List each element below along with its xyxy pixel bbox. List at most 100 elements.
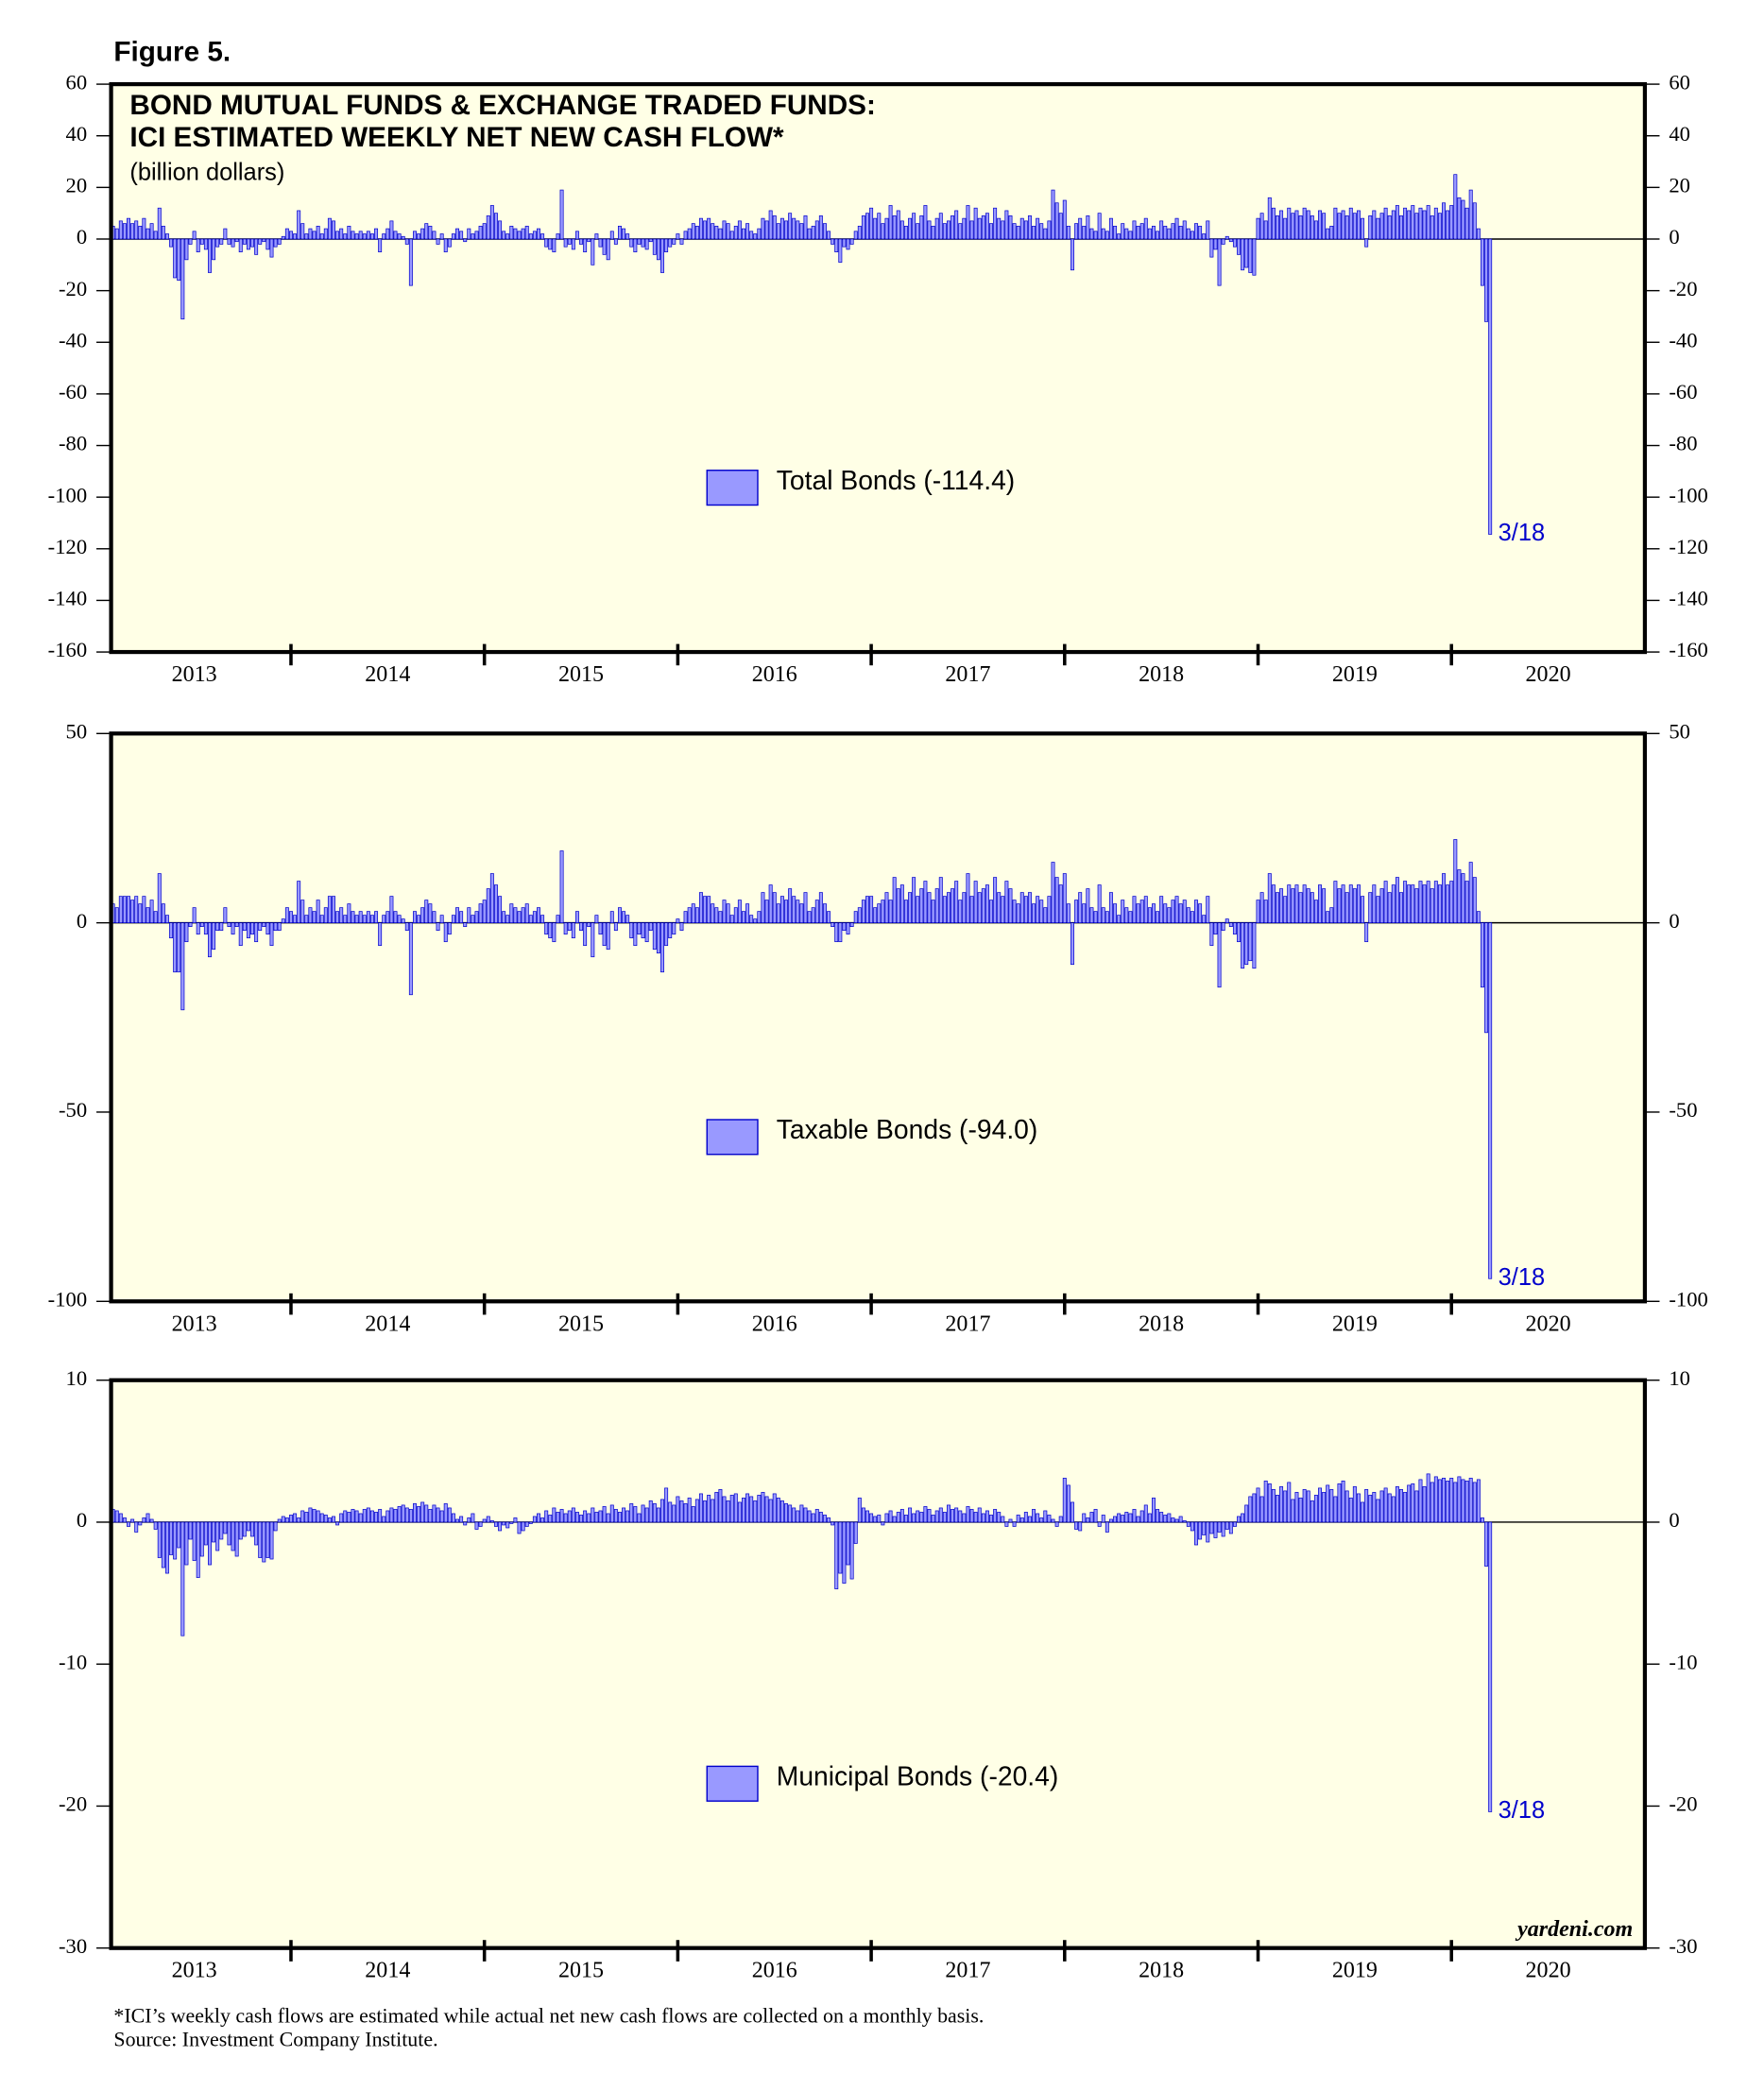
bar: [1344, 892, 1349, 923]
bar: [489, 205, 494, 240]
bar: [951, 888, 955, 923]
bar: [471, 915, 475, 923]
bar: [509, 225, 514, 240]
bar: [1078, 1521, 1083, 1532]
y-tick-label: -30: [59, 1934, 87, 1958]
bar: [1132, 220, 1137, 240]
bar: [227, 1521, 231, 1546]
bar: [532, 231, 537, 240]
bar: [463, 238, 468, 243]
bar: [718, 1489, 723, 1523]
bar: [1395, 1486, 1399, 1523]
bar: [184, 1521, 189, 1566]
bar: [981, 215, 985, 240]
bar: [250, 1521, 255, 1537]
bar: [1019, 892, 1024, 923]
bar: [1391, 210, 1396, 240]
bar: [764, 1496, 769, 1523]
bar: [1190, 231, 1194, 240]
bar: [164, 233, 169, 240]
bar: [173, 238, 178, 279]
bar: [544, 1510, 549, 1523]
bar: [498, 1521, 503, 1532]
bar: [923, 1506, 928, 1523]
bar: [227, 922, 231, 928]
bar: [1156, 231, 1160, 240]
bar: [1117, 1513, 1122, 1523]
bar: [1376, 1499, 1380, 1523]
bar: [962, 1513, 967, 1523]
y-tick-label-right: 10: [1669, 1366, 1690, 1390]
bar: [834, 238, 839, 252]
bar: [973, 1512, 978, 1523]
y-tick-label: -160: [48, 638, 87, 661]
bar: [664, 1487, 669, 1523]
bar: [814, 220, 819, 240]
y-tick-label: 40: [66, 122, 88, 146]
bar: [869, 207, 874, 240]
bar: [1464, 207, 1469, 240]
bar: [1368, 215, 1373, 240]
bar: [323, 1515, 328, 1523]
bar: [486, 1516, 490, 1523]
bar: [946, 1504, 951, 1523]
bar: [1411, 205, 1415, 240]
bar: [846, 238, 850, 250]
bar: [625, 233, 630, 240]
bar: [622, 228, 626, 240]
bar: [896, 210, 900, 240]
bar: [1298, 215, 1303, 240]
bar: [857, 1498, 862, 1523]
bar: [1206, 1521, 1210, 1543]
bar: [1310, 1500, 1314, 1523]
bar: [1326, 1484, 1330, 1523]
bar: [1383, 1487, 1388, 1523]
bar: [1333, 881, 1338, 923]
bar: [931, 900, 935, 923]
bar: [1472, 202, 1477, 240]
bar: [1151, 225, 1156, 240]
bar: [1016, 225, 1020, 240]
bar: [853, 911, 858, 923]
bar: [799, 1504, 804, 1523]
bar: [687, 1498, 692, 1523]
bar: [300, 900, 305, 923]
bar: [927, 220, 932, 240]
bar: [1461, 1479, 1465, 1523]
bar: [521, 907, 525, 923]
bar: [1174, 1518, 1179, 1523]
bar: [997, 1512, 1002, 1523]
y-tick-label: -60: [59, 380, 87, 403]
bar: [1263, 900, 1268, 923]
bar: [1326, 911, 1330, 923]
bar: [1217, 238, 1222, 286]
bar: [869, 1513, 874, 1523]
bar: [161, 225, 165, 240]
bar: [811, 1513, 815, 1523]
legend-swatch: [706, 1765, 759, 1802]
x-tick-label: 2020: [1526, 662, 1571, 687]
bar: [288, 1515, 293, 1523]
bar: [196, 922, 200, 935]
bar: [707, 1495, 711, 1523]
bar: [1368, 892, 1373, 923]
bar: [888, 900, 893, 923]
bar: [683, 231, 688, 240]
bar: [1209, 238, 1214, 258]
bar: [1093, 1509, 1098, 1523]
bar: [668, 922, 673, 939]
bar: [1016, 903, 1020, 923]
bar: [641, 238, 645, 248]
bar: [1097, 1521, 1102, 1527]
bar: [157, 873, 162, 923]
bar: [408, 238, 413, 286]
y-tick-label-right: -60: [1669, 380, 1697, 403]
bar: [552, 922, 557, 943]
bar: [846, 922, 850, 935]
legend-swatch: [706, 470, 759, 506]
bar: [1287, 207, 1292, 240]
bar: [853, 231, 858, 240]
bar: [548, 1515, 553, 1523]
